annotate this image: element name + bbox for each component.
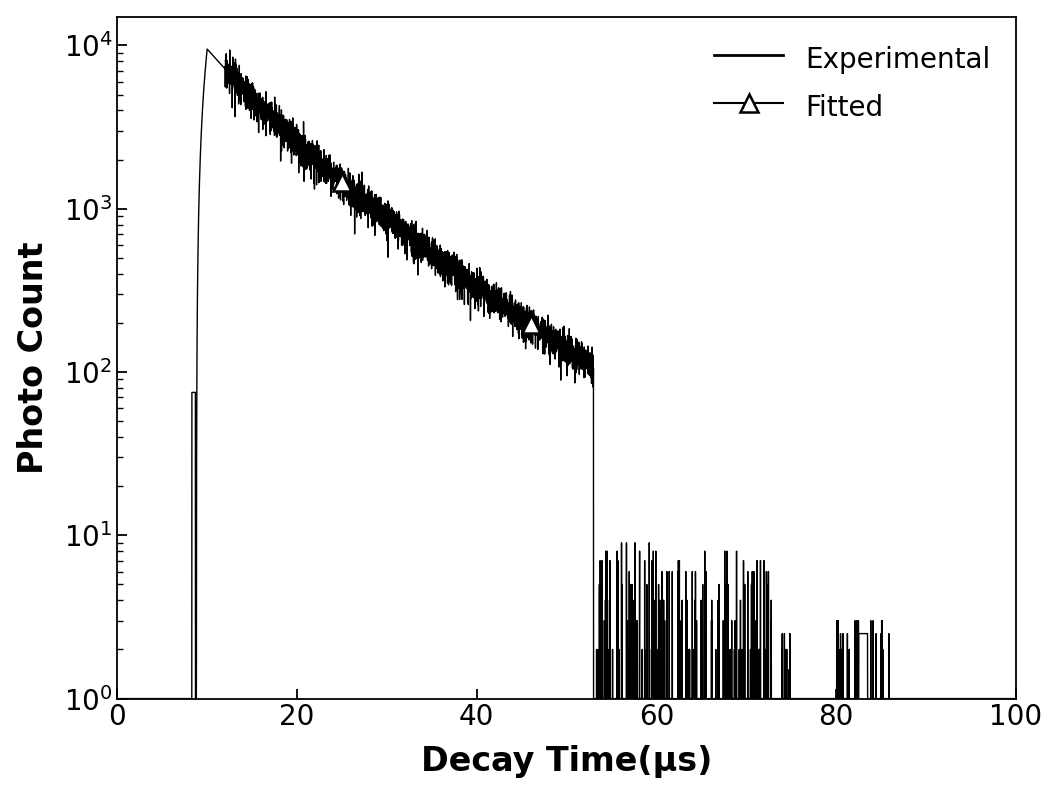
Line: Experimental: Experimental [118, 49, 1016, 699]
Experimental [825, 694, 838, 704]
Experimental [201, 45, 214, 54]
Experimental [643, 694, 656, 704]
Experimental [111, 694, 124, 704]
Legend: Experimental, Fitted: Experimental, Fitted [703, 30, 1002, 134]
X-axis label: Decay Time(μs): Decay Time(μs) [420, 746, 713, 778]
Y-axis label: Photo Count: Photo Count [17, 242, 50, 474]
Experimental [777, 694, 790, 704]
Experimental [156, 694, 168, 704]
Experimental [436, 251, 449, 261]
Experimental [682, 694, 695, 704]
Experimental [1009, 694, 1022, 704]
